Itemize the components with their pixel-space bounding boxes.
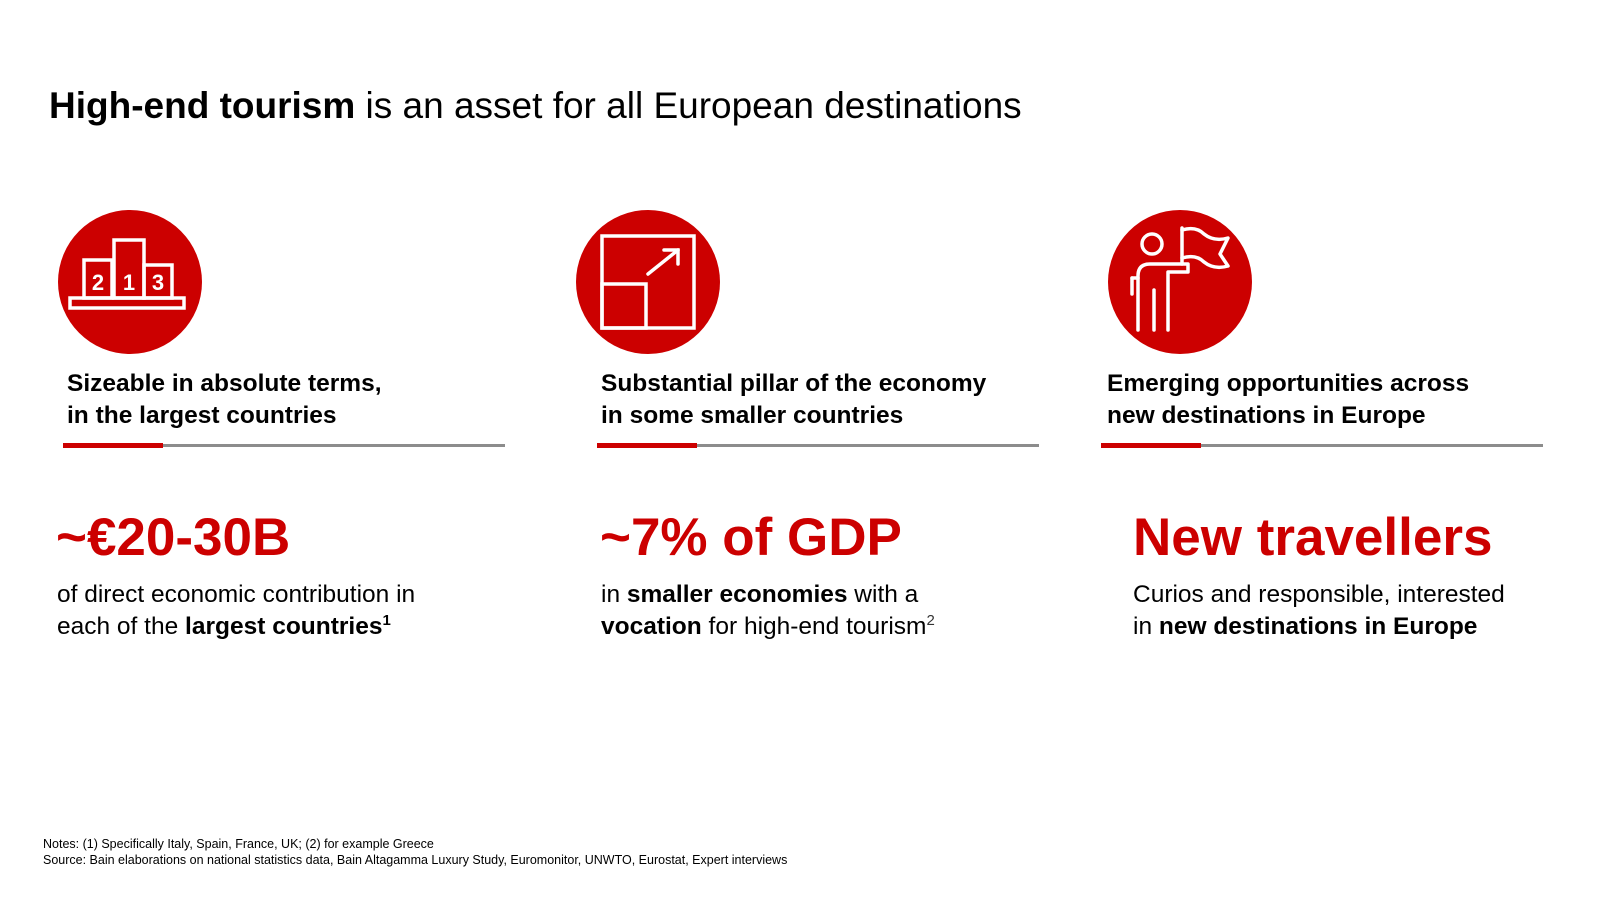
col2-desc-line2: vocation for high-end tourism2 [601,611,935,643]
col3-desc-line2-pre: in [1133,613,1159,640]
col2-desc-line1-post: with a [847,581,919,608]
person-flag-icon [1108,210,1252,354]
col1-divider [63,443,505,448]
svg-text:3: 3 [152,270,164,295]
col1-big-value: ~€20-30B [56,508,291,567]
col1-desc-line2-bold: largest countries [185,613,383,640]
col2-desc-footnote: 2 [926,611,935,629]
source-text: Source: Bain elaborations on national st… [43,853,788,867]
col3-heading-line1: Emerging opportunities across [1107,370,1470,397]
podium-icon: 2 1 3 [58,210,202,354]
col3-heading: Emerging opportunities across new destin… [1107,368,1469,432]
col1-desc-line1: of direct economic contribution in [57,581,416,608]
col3-description: Curios and responsible, interested in ne… [1133,579,1505,643]
title-bold: High-end tourism [49,85,356,126]
growth-arrow-icon [576,210,720,354]
col2-divider [597,443,1039,448]
svg-text:2: 2 [92,270,104,295]
col3-desc-line2-bold: new destinations in Europe [1158,613,1478,640]
col1-heading-line2: in the largest countries [67,402,337,429]
col2-desc-line1: in smaller economies with a [601,579,935,611]
col3-heading-line2: new destinations in Europe [1107,402,1426,429]
col2-divider-accent [597,443,697,448]
col1-desc-line2: each of the largest countries1 [57,611,415,643]
col3-divider [1101,443,1543,448]
col3-divider-accent [1101,443,1201,448]
col2-heading: Substantial pillar of the economy in som… [601,368,986,432]
footnotes: Notes: (1) Specifically Italy, Spain, Fr… [43,836,787,868]
col2-description: in smaller economies with a vocation for… [601,579,935,643]
col2-heading-line1: Substantial pillar of the economy [601,370,987,397]
col2-desc-line1-pre: in [601,581,627,608]
col3-desc-line2: in new destinations in Europe [1133,611,1505,643]
col2-heading-line2: in some smaller countries [601,402,904,429]
col3-desc-line1: Curios and responsible, interested [1133,581,1505,608]
col1-divider-accent [63,443,163,448]
title-rest: is an asset for all European destination… [355,85,1022,126]
col2-big-value: ~7% of GDP [600,508,902,567]
col2-desc-line2-bold: vocation [601,613,702,640]
col1-heading: Sizeable in absolute terms, in the large… [67,368,382,432]
col1-desc-line2-pre: each of the [57,613,186,640]
col1-heading-line1: Sizeable in absolute terms, [67,370,382,397]
col2-desc-line2-post: for high-end tourism [701,613,927,640]
notes-text: Notes: (1) Specifically Italy, Spain, Fr… [43,837,434,851]
col1-desc-footnote: 1 [382,611,391,629]
col2-desc-line1-bold: smaller economies [626,581,848,608]
svg-text:1: 1 [123,270,135,295]
page-title: High-end tourism is an asset for all Eur… [49,84,1022,128]
col3-big-value: New travellers [1133,508,1493,567]
col1-description: of direct economic contribution in each … [57,579,415,643]
